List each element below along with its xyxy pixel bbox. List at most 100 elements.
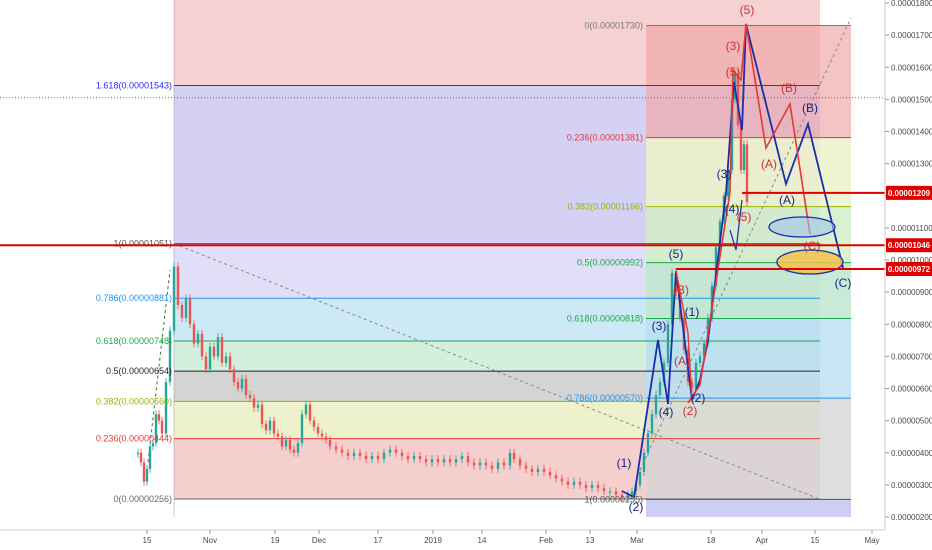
- candle-body: [192, 324, 196, 344]
- candle-body: [394, 449, 398, 453]
- wave-blue-main: [621, 23, 844, 499]
- candle-body: [316, 427, 320, 434]
- candle-body: [328, 439, 332, 447]
- time-tick-label: 18: [707, 536, 716, 545]
- candle-body: [694, 362, 698, 389]
- candle-body: [490, 465, 494, 469]
- candle-body: [670, 272, 674, 325]
- wave-label: (A): [674, 354, 690, 368]
- candle-body: [142, 462, 146, 482]
- candle-body: [566, 481, 570, 485]
- candle-body: [666, 324, 670, 363]
- candle-body: [418, 455, 422, 460]
- candle-body: [252, 398, 256, 408]
- candle-body: [702, 343, 706, 357]
- candle-body: [518, 459, 522, 466]
- fib-right-label: 0.382(0.00001166): [568, 202, 643, 212]
- wave-label: (B): [802, 101, 818, 115]
- wave-label: (2): [683, 404, 698, 418]
- candle-body: [430, 459, 434, 463]
- time-tick-label: 15: [143, 536, 152, 545]
- price-tick-label: 0.00001000: [891, 256, 932, 265]
- wave-blue-sub: [729, 199, 743, 251]
- time-tick-label: May: [864, 536, 879, 545]
- price-tick-label: 0.00001500: [891, 95, 932, 104]
- wave-label: (5): [669, 247, 684, 261]
- candle-body: [268, 420, 272, 431]
- wave-label: (2): [629, 500, 644, 514]
- fib-left-label: 0.236(0.00000444): [96, 434, 172, 444]
- price-badge: [886, 261, 932, 276]
- price-tick-label: 0.00000200: [891, 513, 932, 522]
- price-badge: [886, 238, 932, 253]
- candle-body: [248, 394, 252, 399]
- time-tick-label: Nov: [203, 536, 217, 545]
- time-tick-label: 13: [586, 536, 595, 545]
- candle-body: [524, 465, 528, 469]
- time-tick-label: 17: [374, 536, 383, 545]
- wave-red-main: [687, 23, 811, 404]
- candle-body: [436, 459, 440, 463]
- time-tick-label: 2019: [424, 536, 442, 545]
- price-tick-label: 0.00000300: [891, 481, 932, 490]
- candle-body: [288, 439, 292, 450]
- candle-body: [620, 494, 624, 498]
- candle-body: [352, 452, 356, 456]
- fib-zones: [174, 0, 851, 517]
- candle-body: [484, 462, 488, 466]
- price-badge: [886, 185, 932, 200]
- candle-body: [608, 491, 612, 493]
- candle-body: [454, 459, 458, 463]
- candle-body: [578, 481, 582, 485]
- wave-label: (1): [685, 305, 700, 319]
- price-tick-label: 0.00001100: [891, 224, 932, 233]
- candle-body: [478, 462, 482, 466]
- time-tick-label: Dec: [312, 536, 326, 545]
- candle-body: [204, 356, 208, 370]
- trend-early: [147, 269, 171, 463]
- fib-left-label: 0(0.00000256): [113, 494, 172, 504]
- candle-body: [172, 266, 176, 331]
- price-badge-label: 0.00001046: [888, 241, 931, 250]
- candle-body: [260, 404, 264, 424]
- wave-red-sub: [675, 270, 693, 401]
- candle-body: [502, 462, 506, 466]
- wave-label: (A): [779, 193, 795, 207]
- price-tick-label: 0.00000800: [891, 320, 932, 329]
- candle-body: [388, 449, 392, 453]
- candle-body: [496, 462, 500, 469]
- candle-body: [228, 356, 232, 370]
- rzone-786: [646, 398, 851, 500]
- candle-body: [590, 484, 594, 489]
- candle-body: [200, 333, 204, 357]
- candle-body: [346, 452, 350, 456]
- trend-up: [639, 17, 852, 471]
- wave-label: (5): [740, 3, 755, 17]
- candle-body: [658, 382, 662, 395]
- fib-left-label: 0.382(0.00000560): [96, 396, 172, 406]
- candle-body: [284, 439, 288, 447]
- wave-label: (4): [725, 202, 740, 216]
- candle-body: [512, 452, 516, 460]
- candle-body: [292, 449, 296, 453]
- candle-body: [400, 452, 404, 456]
- price-badge-label: 0.00000972: [888, 265, 931, 274]
- candle-body: [139, 452, 143, 463]
- wave-label: (B): [673, 283, 689, 297]
- candle-body: [145, 468, 149, 482]
- candle-body: [340, 449, 344, 453]
- price-tick-label: 0.00000500: [891, 417, 932, 426]
- fib-right-label: 0.786(0.00000570): [567, 393, 643, 403]
- time-tick-label: 14: [478, 536, 487, 545]
- candle-body: [220, 337, 224, 363]
- time-tick-label: 19: [271, 536, 280, 545]
- candle-body: [472, 462, 476, 466]
- rzone-1: [646, 499, 851, 517]
- candle-body: [638, 472, 642, 485]
- candle-body: [626, 494, 630, 498]
- time-tick-label: Apr: [756, 536, 769, 545]
- candle-body: [176, 266, 180, 305]
- trend-lines: [0, 17, 932, 500]
- candle-body: [614, 491, 618, 495]
- price-tick-label: 0.00001400: [891, 128, 932, 137]
